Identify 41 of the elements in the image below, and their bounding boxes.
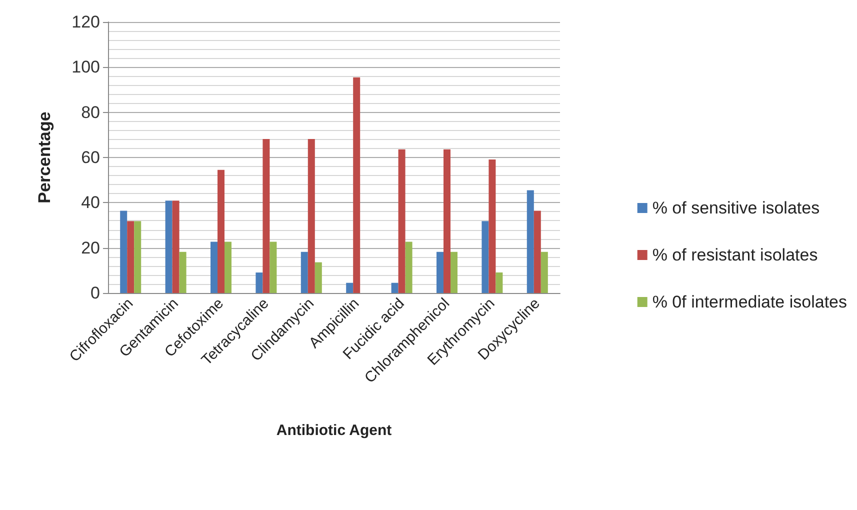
bar: [120, 210, 128, 293]
y-tick-label: 40: [81, 193, 100, 212]
legend-label: % 0f intermediate isolates: [652, 292, 848, 312]
y-tick-label: 80: [81, 102, 100, 122]
bar: [450, 252, 458, 293]
bar: [270, 242, 277, 293]
y-tick-label: 120: [72, 12, 100, 32]
y-tick-label: 0: [90, 284, 100, 302]
bar: [488, 160, 496, 293]
bar: [405, 242, 412, 293]
bar: [308, 138, 315, 293]
bar: [398, 149, 406, 293]
y-axis-title: Percentage: [35, 112, 54, 204]
bar: [262, 138, 270, 293]
legend-label: % of resistant isolates: [652, 246, 818, 264]
bar: [165, 200, 172, 293]
bar: [256, 272, 263, 293]
bar: [444, 149, 450, 293]
bar: [224, 242, 232, 293]
bar: [134, 221, 142, 293]
bar: [218, 170, 224, 293]
legend-label: % of sensitive isolates: [652, 198, 820, 218]
bar: [179, 252, 186, 293]
bar: [482, 221, 489, 293]
bar: [210, 242, 218, 293]
y-tick-label: 60: [81, 148, 100, 167]
bar: [127, 221, 134, 293]
bar: [172, 200, 180, 293]
bar: [540, 252, 548, 293]
bar: [534, 210, 541, 293]
bar: [314, 262, 322, 293]
bar: [353, 77, 360, 293]
bar: [436, 252, 444, 293]
y-tick-label: 20: [81, 238, 100, 258]
bar: [346, 282, 354, 293]
x-axis-title: Antibiotic Agent: [276, 422, 392, 439]
bar: [496, 272, 503, 293]
bar: [391, 282, 398, 293]
bar: [300, 252, 308, 293]
bar: [526, 190, 534, 293]
y-tick-label: 100: [72, 58, 100, 77]
